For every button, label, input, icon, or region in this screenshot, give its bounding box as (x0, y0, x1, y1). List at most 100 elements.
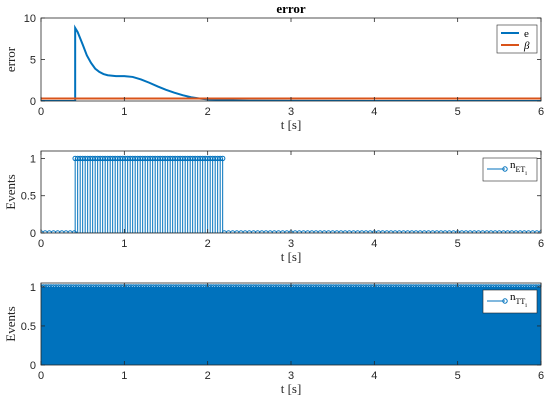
legend-box (482, 289, 538, 314)
axes-1: 0 1 2 3 4 5 6 0 5 10 t [s] error error eβ (3, 1, 544, 132)
zero-marker (409, 230, 415, 233)
zero-marker (500, 230, 507, 233)
legend-entry: β (523, 40, 530, 52)
x-tick-label: 5 (455, 370, 461, 382)
zero-marker (334, 230, 340, 233)
event-marker (320, 284, 327, 290)
event-marker (358, 284, 364, 290)
event-marker (182, 155, 188, 162)
event-marker (93, 284, 99, 290)
event-marker (214, 155, 221, 162)
legend-entry: nETi (510, 159, 527, 177)
event-marker (85, 284, 92, 290)
zero-marker (234, 230, 240, 233)
event-marker (104, 155, 111, 162)
event-marker (129, 155, 136, 162)
event-marker (450, 284, 457, 290)
event-marker (403, 284, 409, 290)
legend-entry: nTTi (510, 291, 527, 309)
event-marker (490, 284, 497, 290)
zero-marker (259, 230, 265, 233)
event-marker (159, 155, 166, 162)
event-marker (210, 284, 217, 290)
y-axis-label: error (3, 46, 18, 72)
zero-marker (304, 230, 311, 233)
event-marker (130, 284, 137, 290)
axes-2: 0 1 2 3 4 5 6 0 0.5 1 t [s] Events nETi (3, 150, 544, 264)
event-marker (140, 284, 147, 290)
zero-marker (229, 230, 236, 233)
zero-marker (292, 230, 298, 233)
event-marker (164, 155, 171, 162)
event-marker (215, 284, 222, 290)
zero-marker (529, 230, 536, 233)
zero-marker (225, 230, 232, 233)
zero-marker (534, 230, 540, 233)
event-marker (194, 155, 201, 162)
event-marker (149, 155, 156, 162)
event-marker (134, 155, 141, 162)
legend-marker (502, 298, 508, 304)
zero-marker (467, 230, 473, 233)
zero-marker (271, 230, 278, 233)
event-marker (263, 284, 269, 290)
zero-marker (388, 230, 394, 233)
event-marker (200, 284, 207, 290)
event-marker (145, 284, 152, 290)
event-marker (438, 284, 444, 290)
event-marker (165, 284, 172, 290)
event-marker (75, 284, 82, 290)
event-marker (475, 284, 482, 290)
event-marker (468, 284, 474, 290)
plot-content (41, 284, 541, 365)
event-marker (313, 284, 319, 290)
zero-marker (313, 230, 319, 233)
x-tick-label: 1 (121, 106, 127, 118)
event-marker (300, 284, 307, 290)
event-marker (205, 284, 212, 290)
event-marker (174, 155, 181, 162)
zero-marker (359, 230, 365, 233)
zero-marker (267, 230, 273, 233)
event-marker (80, 284, 87, 290)
zero-marker (54, 230, 61, 233)
event-marker (528, 284, 534, 290)
event-marker (139, 155, 146, 162)
x-tick-label: 5 (455, 106, 461, 118)
event-marker (343, 284, 349, 290)
event-marker (212, 155, 218, 162)
event-marker (478, 284, 484, 290)
event-marker (518, 284, 524, 290)
event-marker (275, 284, 282, 290)
event-marker (87, 155, 93, 162)
event-marker (405, 284, 412, 290)
event-marker (89, 155, 96, 162)
event-marker (94, 155, 101, 162)
event-marker (180, 284, 187, 290)
x-tick-label: 0 (38, 370, 44, 382)
zero-marker (379, 230, 386, 233)
event-marker (95, 284, 102, 290)
event-marker (217, 155, 223, 162)
zero-marker (521, 230, 528, 233)
event-marker (163, 284, 169, 290)
event-marker (68, 284, 74, 290)
event-marker (513, 284, 519, 290)
zero-marker (346, 230, 353, 233)
event-marker (260, 284, 267, 290)
event-marker (114, 155, 121, 162)
event-marker (435, 284, 442, 290)
zero-marker (59, 230, 65, 233)
event-marker (250, 284, 257, 290)
event-marker (173, 284, 179, 290)
zero-marker (242, 230, 248, 233)
event-marker (108, 284, 114, 290)
event-marker (109, 155, 116, 162)
event-marker (360, 284, 367, 290)
event-marker (147, 155, 153, 162)
event-marker (408, 284, 414, 290)
event-marker (385, 284, 392, 290)
event-marker (118, 284, 124, 290)
event-marker (325, 284, 332, 290)
y-tick-label: 0 (30, 228, 36, 240)
